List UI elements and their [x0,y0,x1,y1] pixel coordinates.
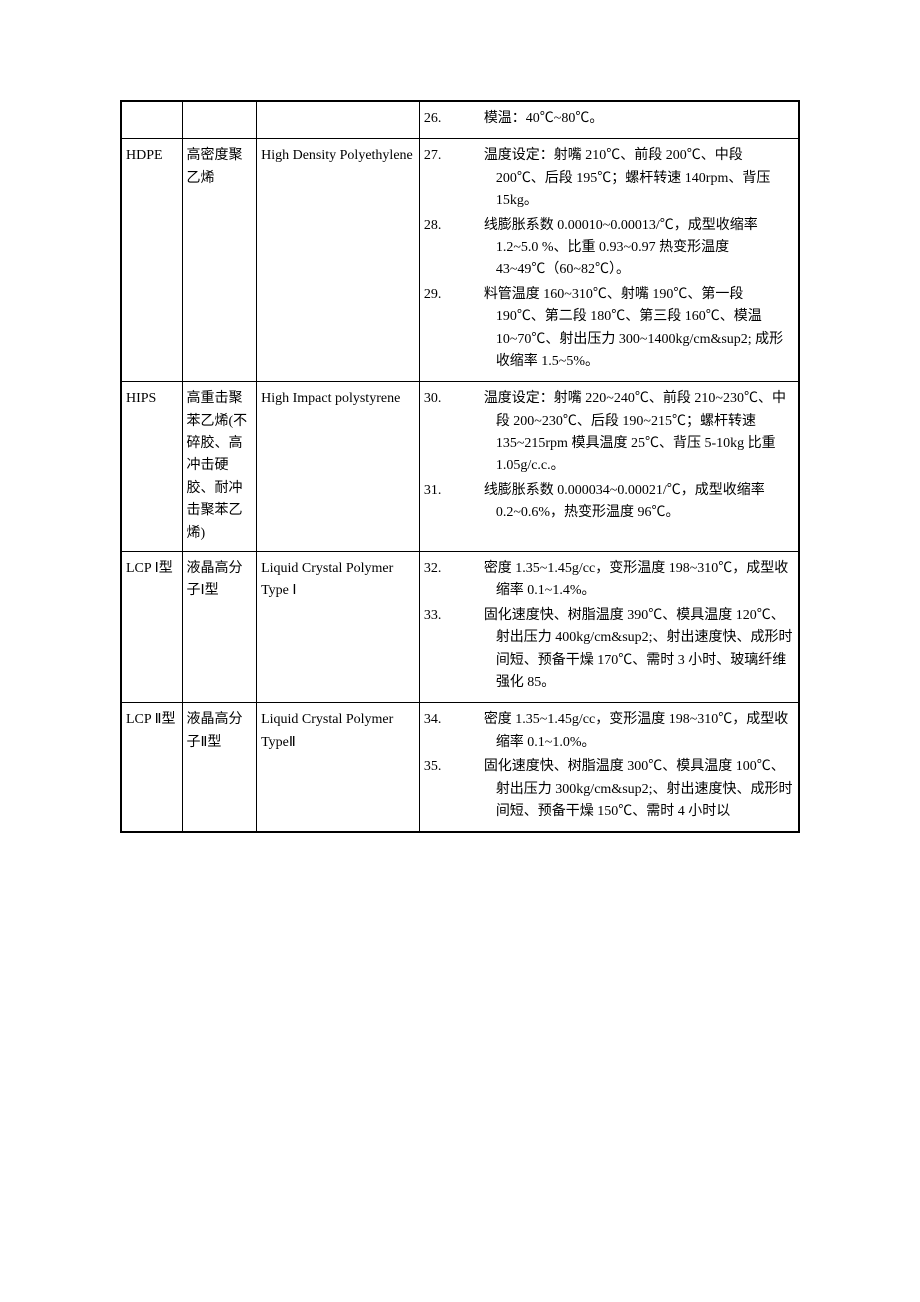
item-text: 温度设定：射嘴 210℃、前段 200℃、中段 200℃、后段 195℃；螺杆转… [460,145,794,212]
item-text: 线膨胀系数 0.000034~0.00021/℃，成型收缩率 0.2~0.6%，… [460,480,794,525]
details-list: 32.密度 1.35~1.45g/cc，变形温度 198~310℃，成型收缩率 … [424,558,794,694]
abbr-cell: HDPE [121,139,182,382]
chinese-name-cell: 液晶高分子Ⅰ型 [182,552,257,703]
english-name-cell: High Impact polystyrene [257,382,420,552]
item-number: 32. [424,558,460,603]
details-cell: 26.模温：40℃~80℃。 [419,101,799,139]
item-text: 密度 1.35~1.45g/cc，变形温度 198~310℃，成型收缩率 0.1… [460,709,794,754]
item-text: 温度设定：射嘴 220~240℃、前段 210~230℃、中段 200~230℃… [460,388,794,478]
item-number: 28. [424,215,460,282]
item-text: 密度 1.35~1.45g/cc，变形温度 198~310℃，成型收缩率 0.1… [460,558,794,603]
details-cell: 27.温度设定：射嘴 210℃、前段 200℃、中段 200℃、后段 195℃；… [419,139,799,382]
chinese-name-cell: 液晶高分子Ⅱ型 [182,703,257,832]
detail-item: 26.模温：40℃~80℃。 [424,108,794,130]
details-cell: 32.密度 1.35~1.45g/cc，变形温度 198~310℃，成型收缩率 … [419,552,799,703]
item-text: 模温：40℃~80℃。 [460,108,794,130]
table-row: HDPE高密度聚乙烯High Density Polyethylene27.温度… [121,139,799,382]
item-text: 料管温度 160~310℃、射嘴 190℃、第一段 190℃、第二段 180℃、… [460,284,794,374]
item-text: 固化速度快、树脂温度 300℃、模具温度 100℃、射出压力 300kg/cm&… [460,756,794,823]
english-name-cell: High Density Polyethylene [257,139,420,382]
abbr-cell [121,101,182,139]
detail-item: 33.固化速度快、树脂温度 390℃、模具温度 120℃、射出压力 400kg/… [424,605,794,695]
abbr-cell: LCP Ⅰ型 [121,552,182,703]
table-row: HIPS高重击聚苯乙烯(不碎胶、高冲击硬胶、耐冲击聚苯乙烯)High Impac… [121,382,799,552]
chinese-name-cell: 高密度聚乙烯 [182,139,257,382]
abbr-cell: HIPS [121,382,182,552]
chinese-name-cell [182,101,257,139]
details-list: 30.温度设定：射嘴 220~240℃、前段 210~230℃、中段 200~2… [424,388,794,524]
english-name-cell: Liquid Crystal Polymer TypeⅡ [257,703,420,832]
details-list: 27.温度设定：射嘴 210℃、前段 200℃、中段 200℃、后段 195℃；… [424,145,794,373]
item-number: 33. [424,605,460,695]
chinese-name-cell: 高重击聚苯乙烯(不碎胶、高冲击硬胶、耐冲击聚苯乙烯) [182,382,257,552]
detail-item: 29.料管温度 160~310℃、射嘴 190℃、第一段 190℃、第二段 18… [424,284,794,374]
item-number: 31. [424,480,460,525]
item-text: 线膨胀系数 0.00010~0.00013/℃，成型收缩率 1.2~5.0 %、… [460,215,794,282]
detail-item: 27.温度设定：射嘴 210℃、前段 200℃、中段 200℃、后段 195℃；… [424,145,794,212]
item-number: 29. [424,284,460,374]
table-row: LCP Ⅰ型液晶高分子Ⅰ型Liquid Crystal Polymer Type… [121,552,799,703]
item-number: 34. [424,709,460,754]
detail-item: 35.固化速度快、树脂温度 300℃、模具温度 100℃、射出压力 300kg/… [424,756,794,823]
details-cell: 34.密度 1.35~1.45g/cc，变形温度 198~310℃，成型收缩率 … [419,703,799,832]
materials-table: 26.模温：40℃~80℃。 HDPE高密度聚乙烯High Density Pol… [120,100,800,833]
item-number: 26. [424,108,460,130]
detail-item: 28.线膨胀系数 0.00010~0.00013/℃，成型收缩率 1.2~5.0… [424,215,794,282]
item-number: 30. [424,388,460,478]
details-cell: 30.温度设定：射嘴 220~240℃、前段 210~230℃、中段 200~2… [419,382,799,552]
abbr-cell: LCP Ⅱ型 [121,703,182,832]
english-name-cell [257,101,420,139]
details-list: 34.密度 1.35~1.45g/cc，变形温度 198~310℃，成型收缩率 … [424,709,794,823]
item-text: 固化速度快、树脂温度 390℃、模具温度 120℃、射出压力 400kg/cm&… [460,605,794,695]
item-number: 35. [424,756,460,823]
detail-item: 30.温度设定：射嘴 220~240℃、前段 210~230℃、中段 200~2… [424,388,794,478]
detail-item: 31.线膨胀系数 0.000034~0.00021/℃，成型收缩率 0.2~0.… [424,480,794,525]
table-row: LCP Ⅱ型液晶高分子Ⅱ型Liquid Crystal Polymer Type… [121,703,799,832]
detail-item: 32.密度 1.35~1.45g/cc，变形温度 198~310℃，成型收缩率 … [424,558,794,603]
english-name-cell: Liquid Crystal Polymer Type Ⅰ [257,552,420,703]
detail-item: 34.密度 1.35~1.45g/cc，变形温度 198~310℃，成型收缩率 … [424,709,794,754]
table-row: 26.模温：40℃~80℃。 [121,101,799,139]
details-list: 26.模温：40℃~80℃。 [424,108,794,130]
item-number: 27. [424,145,460,212]
